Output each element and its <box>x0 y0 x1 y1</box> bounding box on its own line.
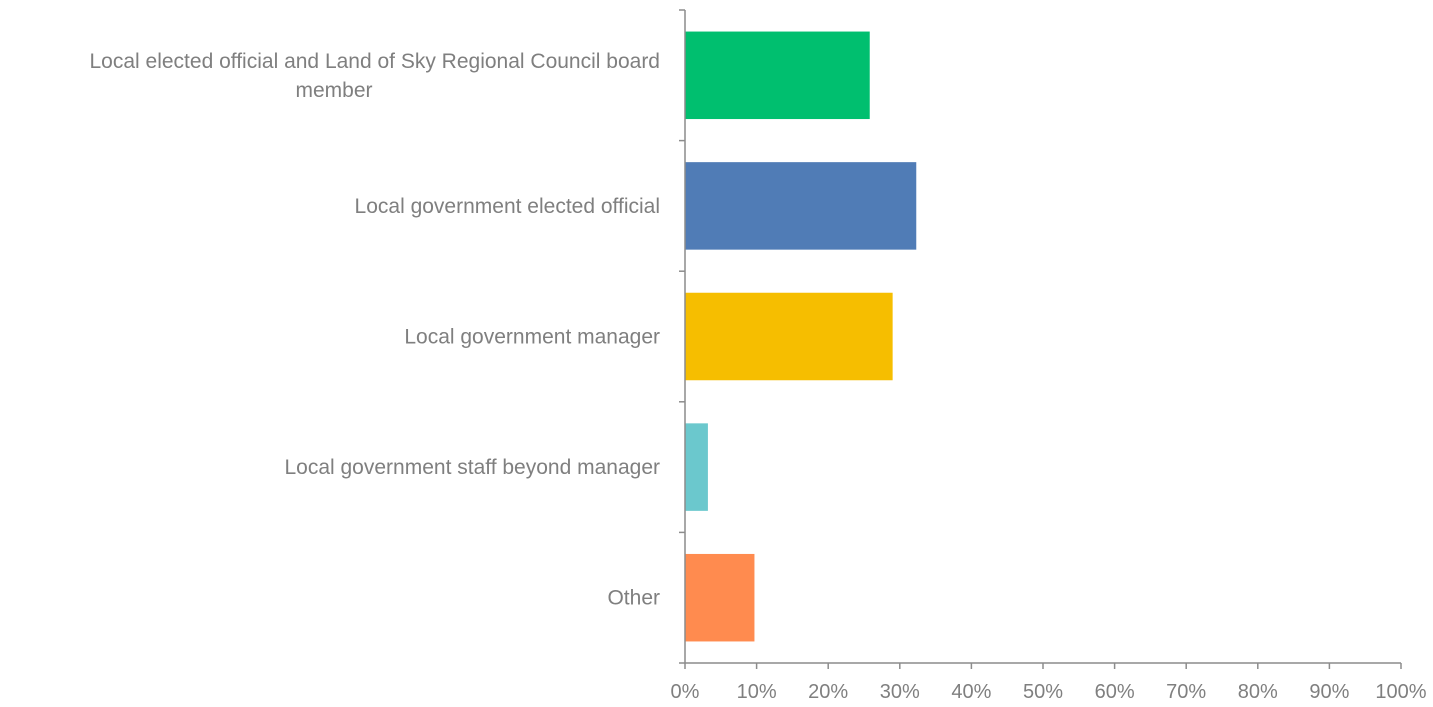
bar-4 <box>685 423 708 511</box>
x-tick-label: 100% <box>1375 681 1426 703</box>
x-tick-label: 40% <box>951 681 991 703</box>
bar-3 <box>685 292 893 381</box>
x-tick-label: 90% <box>1309 681 1349 703</box>
tick-labels-group: 0% 10% 20% 30% 40% 50% 60% 70% 80% 90% 100% <box>671 681 1427 703</box>
x-tick-label: 10% <box>737 681 777 703</box>
x-tick-label: 50% <box>1023 681 1063 703</box>
category-label-1: Local elected official and Land of Sky R… <box>90 50 661 102</box>
axes-group <box>679 9 1402 669</box>
bar-5 <box>685 553 755 642</box>
x-tick-label: 80% <box>1238 681 1278 703</box>
category-label-4: Local government staff beyond manager <box>284 456 660 479</box>
x-tick-label: 60% <box>1095 681 1135 703</box>
bars-group <box>685 31 917 642</box>
x-tick-label: 30% <box>880 681 920 703</box>
category-label-2: Local government elected official <box>355 195 660 218</box>
x-tick-label: 70% <box>1166 681 1206 703</box>
category-label-3: Local government manager <box>404 326 660 349</box>
category-labels-group: Local elected official and Land of Sky R… <box>90 50 661 610</box>
x-tick-label: 0% <box>671 681 700 703</box>
x-tick-label: 20% <box>808 681 848 703</box>
bar-1 <box>685 31 870 120</box>
bar-2 <box>685 162 917 250</box>
category-label-5: Other <box>607 587 660 610</box>
